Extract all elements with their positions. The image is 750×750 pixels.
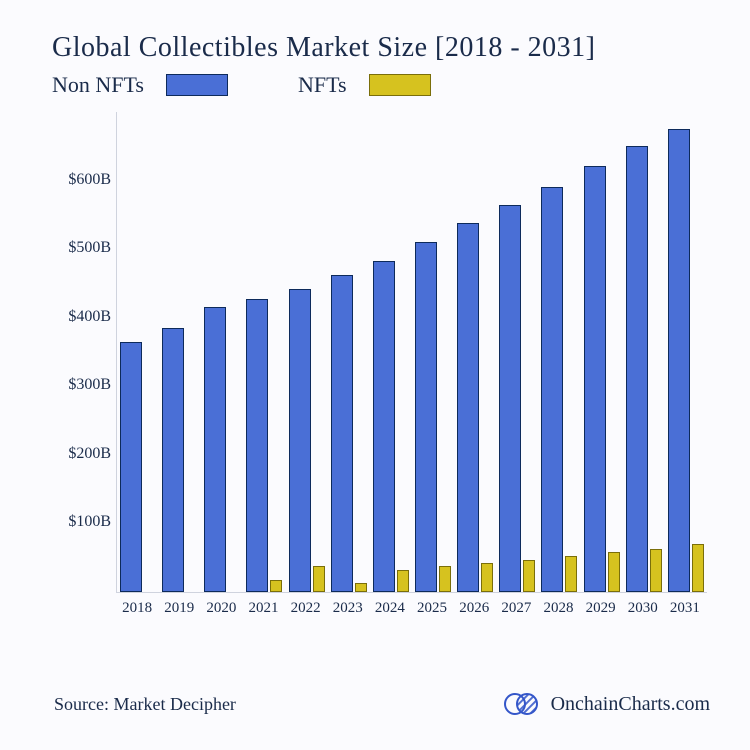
bar-group — [412, 242, 454, 592]
bar-group — [159, 328, 201, 592]
bar-group — [538, 187, 580, 592]
bar-nfts — [270, 580, 282, 592]
y-tick-label: $400B — [56, 308, 111, 326]
y-tick-label: $100B — [56, 514, 111, 532]
bar-group — [454, 223, 496, 592]
y-tick-label: $300B — [56, 376, 111, 394]
x-tick-label: 2021 — [242, 600, 284, 617]
x-tick-label: 2025 — [411, 600, 453, 617]
bar-group — [665, 129, 707, 592]
bar-nfts — [608, 552, 620, 592]
source-text: Source: Market Decipher — [54, 694, 236, 715]
x-tick-label: 2030 — [622, 600, 664, 617]
x-tick-label: 2020 — [200, 600, 242, 617]
bar-group — [117, 342, 159, 592]
bar-group — [201, 307, 243, 592]
x-tick-label: 2031 — [664, 600, 706, 617]
x-tick-label: 2019 — [158, 600, 200, 617]
bar-non-nfts — [668, 129, 690, 592]
bar-group — [623, 146, 665, 592]
bar-non-nfts — [246, 299, 268, 592]
bar-non-nfts — [541, 187, 563, 592]
x-tick-label: 2027 — [495, 600, 537, 617]
chart-title: Global Collectibles Market Size [2018 - … — [52, 32, 716, 64]
bar-non-nfts — [331, 275, 353, 592]
x-tick-label: 2026 — [453, 600, 495, 617]
bar-group — [286, 289, 328, 592]
bar-non-nfts — [289, 289, 311, 592]
bar-nfts — [313, 566, 325, 592]
x-tick-label: 2029 — [580, 600, 622, 617]
bar-nfts — [439, 566, 451, 592]
legend-swatch-non-nfts — [166, 74, 228, 96]
y-tick-label: $200B — [56, 445, 111, 463]
bar-nfts — [397, 570, 409, 592]
bar-group — [581, 166, 623, 593]
plot-area — [116, 112, 707, 593]
bar-nfts — [355, 583, 367, 592]
bar-nfts — [481, 563, 493, 592]
brand: OnchainCharts.com — [503, 690, 710, 718]
bar-nfts — [650, 549, 662, 592]
legend-label-nfts: NFTs — [298, 72, 347, 98]
x-tick-label: 2018 — [116, 600, 158, 617]
bar-non-nfts — [373, 261, 395, 592]
y-tick-label: $500B — [56, 239, 111, 257]
bar-non-nfts — [415, 242, 437, 592]
bar-group — [328, 275, 370, 592]
x-tick-label: 2024 — [369, 600, 411, 617]
legend-label-non-nfts: Non NFTs — [52, 72, 144, 98]
brand-logo-icon — [503, 690, 543, 718]
bar-group — [370, 261, 412, 592]
bar-nfts — [565, 556, 577, 592]
y-tick-label: $600B — [56, 171, 111, 189]
bar-non-nfts — [457, 223, 479, 592]
bar-non-nfts — [584, 166, 606, 593]
bar-nfts — [692, 544, 704, 592]
bar-non-nfts — [120, 342, 142, 592]
x-tick-label: 2022 — [285, 600, 327, 617]
bar-non-nfts — [204, 307, 226, 592]
bar-nfts — [523, 560, 535, 592]
x-tick-label: 2023 — [327, 600, 369, 617]
brand-label: OnchainCharts.com — [551, 693, 710, 716]
bar-group — [496, 205, 538, 592]
x-tick-label: 2028 — [537, 600, 579, 617]
legend: Non NFTs NFTs — [52, 72, 716, 98]
bar-non-nfts — [162, 328, 184, 592]
bar-non-nfts — [626, 146, 648, 592]
chart-area: $100B$200B$300B$400B$500B$600B 201820192… — [56, 112, 706, 622]
bar-group — [243, 299, 285, 592]
bar-non-nfts — [499, 205, 521, 592]
legend-swatch-nfts — [369, 74, 431, 96]
